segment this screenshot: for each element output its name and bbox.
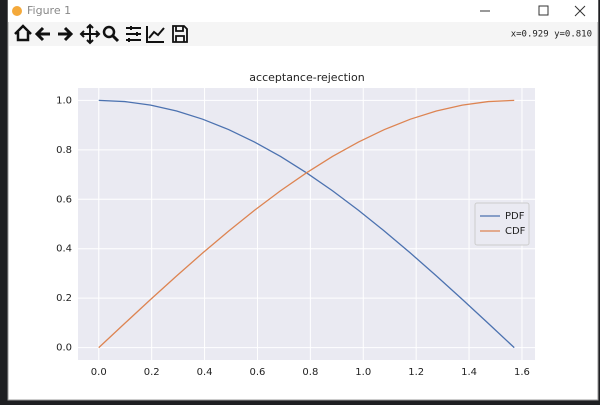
y-tick-label: 0.2 — [56, 293, 72, 304]
close-button[interactable] — [574, 5, 586, 17]
chart-title: acceptance-rejection — [249, 71, 364, 84]
pan-button[interactable] — [79, 23, 101, 45]
home-button[interactable] — [14, 24, 32, 42]
x-tick-label: 1.2 — [408, 367, 424, 378]
x-tick-label: 0.2 — [144, 367, 160, 378]
window-title: Figure 1 — [27, 4, 71, 17]
save-button[interactable] — [172, 25, 188, 43]
legend-box — [474, 202, 530, 246]
legend-label: PDF — [505, 211, 525, 222]
x-tick-label: 1.0 — [355, 367, 371, 378]
legend-label: CDF — [505, 226, 526, 237]
cursor-coords: x=0.929 y=0.810 — [511, 30, 592, 40]
y-tick-label: 0.4 — [56, 244, 72, 255]
x-tick-label: 0.6 — [250, 367, 266, 378]
configure-button[interactable] — [126, 26, 141, 42]
forward-button[interactable] — [58, 26, 74, 42]
y-tick-label: 0.6 — [56, 194, 72, 205]
edit-axis-button[interactable] — [146, 26, 165, 43]
plot-area — [78, 88, 535, 360]
series-line — [98, 99, 515, 349]
x-tick-label: 1.6 — [514, 367, 530, 378]
x-tick-label: 0.8 — [302, 367, 318, 378]
plot: 0.0 0.2 0.4 0.6 0.8 1.0 0.0 0.2 0.4 0.6 0.8 1.0 1.2 1… — [56, 88, 535, 378]
y-tick-label: 0.8 — [56, 145, 72, 156]
toolbar — [9, 22, 597, 46]
y-tick-label: 0.0 — [56, 343, 72, 354]
back-button[interactable] — [34, 26, 50, 42]
app-icon — [12, 6, 22, 16]
x-tick-label: 1.4 — [461, 367, 477, 378]
x-tick-label: 0.0 — [91, 367, 107, 378]
maximize-button[interactable] — [538, 5, 549, 16]
y-tick-label: 1.0 — [56, 95, 72, 106]
x-tick-label: 0.4 — [197, 367, 213, 378]
zoom-button[interactable] — [102, 25, 120, 43]
title-bar — [8, 0, 598, 22]
